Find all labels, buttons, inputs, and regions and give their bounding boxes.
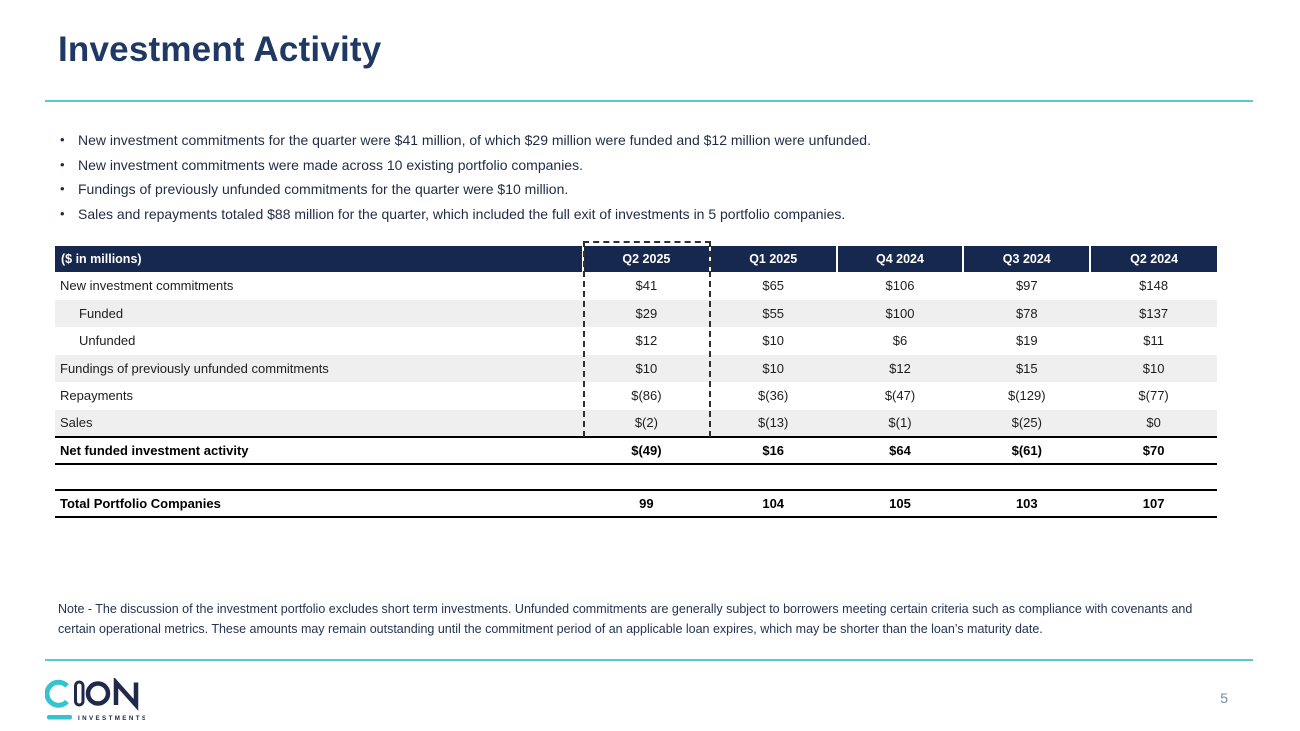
cion-logo: INVESTMENTS [44,676,146,728]
row-label: Total Portfolio Companies [60,496,221,511]
row-label: Sales [55,409,583,437]
list-item: • New investment commitments for the qua… [60,128,1240,153]
bullet-list: • New investment commitments for the qua… [60,128,1240,226]
bullet-icon: • [60,205,65,221]
column-header: Q4 2024 [835,246,964,272]
cell-value: $(129) [1008,388,1046,404]
cell-value: $78 [963,299,1091,327]
footnote: Note - The discussion of the investment … [58,602,1193,636]
cell-value: $137 [1090,299,1217,327]
row-label: Unfunded [79,333,136,349]
row-label: Fundings of previously unfunded commitme… [55,354,583,382]
cell-value: $(61) [1011,443,1042,458]
bullet-icon: • [60,132,65,147]
cell-value: $10 [762,333,785,349]
cell-value: $55 [709,299,837,327]
table-row: Funded $29 $55 $100 $78 $137 [55,299,1217,327]
cell-value: 105 [889,496,911,511]
cell-value: $0 [1090,409,1217,437]
table-row-total-portfolio: Total Portfolio Companies 99 104 105 103… [55,490,1217,517]
cell-value: $19 [1015,333,1038,349]
column-header: Q2 2024 [1089,246,1217,272]
table-row: Repayments $(86) $(36) $(47) $(129) $(77… [55,382,1217,410]
page-number: 5 [1220,690,1228,706]
cell-value: $(13) [709,409,837,437]
svg-text:INVESTMENTS: INVESTMENTS [78,715,145,722]
cell-value: $(77) [1138,388,1169,404]
table-row-net-funded: Net funded investment activity $(49) $16… [55,437,1217,464]
bullet-text: New investment commitments were made acr… [78,156,583,173]
cell-value: $(36) [758,388,789,404]
column-header: Q1 2025 [708,246,837,272]
cell-value: $100 [836,299,964,327]
cell-value: $41 [635,278,658,294]
cell-value: $(2) [583,409,710,437]
list-item: • Fundings of previously unfunded commit… [60,177,1240,202]
cell-value: $148 [1139,278,1169,294]
cell-value: $(49) [631,443,662,458]
bullet-text: Sales and repayments totaled $88 million… [78,205,846,222]
cell-value: $10 [709,354,837,382]
cell-value: $65 [762,278,785,294]
cell-value: $29 [583,299,710,327]
cell-value: 103 [1015,496,1038,511]
bullet-icon: • [60,156,65,172]
cell-value: 99 [639,496,654,511]
table-spacer-row [55,464,1217,490]
page-title: Investment Activity [58,30,382,69]
column-header: Q2 2025 [582,246,710,272]
cell-value: $(47) [884,388,916,404]
bullet-text: New investment commitments for the quart… [78,132,871,148]
cell-value: $12 [836,354,964,382]
cell-value: $(86) [631,388,662,404]
footer-divider [45,659,1253,661]
column-header: Q3 2024 [962,246,1091,272]
cell-value: $6 [892,333,908,349]
cell-value: $10 [1090,354,1217,382]
table-row: Unfunded $12 $10 $6 $19 $11 [55,327,1217,355]
row-label: Net funded investment activity [60,443,249,458]
table-header-row: ($ in millions) Q2 2025 Q1 2025 Q4 2024 … [55,246,1217,272]
title-divider [45,100,1253,102]
cell-value: $15 [963,354,1091,382]
cell-value: $70 [1142,443,1165,458]
cell-value: 107 [1142,496,1165,511]
cion-logo-icon: INVESTMENTS [44,676,146,722]
table-row: Sales $(2) $(13) $(1) $(25) $0 [55,409,1217,437]
cell-value: $10 [583,354,710,382]
cell-value: $12 [635,333,658,349]
cell-value: $16 [762,443,785,458]
table-row: Fundings of previously unfunded commitme… [55,354,1217,382]
cell-value: $(25) [963,409,1091,437]
column-header: ($ in millions) [55,246,583,272]
bullet-icon: • [60,181,65,196]
cell-value: $(1) [836,409,964,437]
cell-value: $64 [889,443,911,458]
investment-activity-table: ($ in millions) Q2 2025 Q1 2025 Q4 2024 … [55,241,1217,518]
cell-value: $97 [1015,278,1038,294]
cell-value: $11 [1143,333,1164,349]
list-item: • Sales and repayments totaled $88 milli… [60,202,1240,227]
bullet-text: Fundings of previously unfunded commitme… [78,181,569,197]
row-label: Repayments [60,388,133,404]
row-label: Funded [55,299,583,327]
table-row: New investment commitments $41 $65 $106 … [55,272,1217,300]
cell-value: 104 [762,496,785,511]
list-item: • New investment commitments were made a… [60,153,1240,178]
cell-value: $106 [885,278,915,294]
row-label: New investment commitments [60,278,234,294]
